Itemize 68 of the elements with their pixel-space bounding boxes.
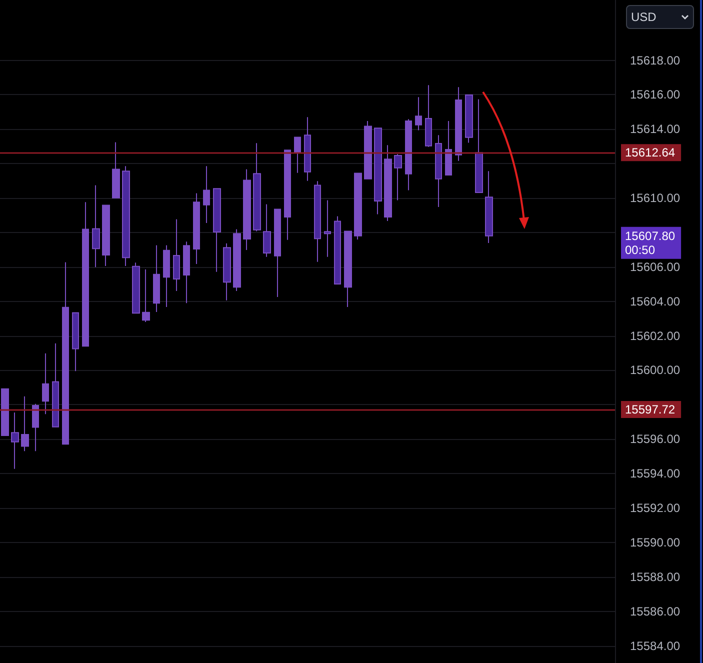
y-tick-label: 15602.00 [630,328,680,343]
candlestick [173,218,180,292]
y-tick-label: 15616.00 [630,88,680,102]
candlestick [455,86,462,162]
candlestick [475,98,483,194]
candlestick [153,244,160,313]
candlestick [344,230,352,308]
candlestick [294,136,301,174]
candlestick [193,192,200,264]
candlestick [142,268,150,323]
candlestick [92,184,100,268]
y-tick-label: 15606.00 [630,260,680,274]
candlestick [284,150,291,240]
candlestick [253,142,261,232]
y-tick-label: 15590.00 [630,535,680,550]
y-tick-label: 15600.00 [630,363,680,378]
candlestick [112,142,120,198]
candlestick [354,172,362,240]
text: 15607.80 00:50 [625,228,676,257]
candlestick [243,168,251,251]
candlestick [263,204,271,258]
candlestick [324,200,331,258]
y-tick-label: 15618.00 [630,53,680,68]
candlestick [445,120,452,176]
candlestick [304,116,311,182]
y-tick-label: 15610.00 [630,191,680,206]
candlestick [122,166,130,267]
candlestick [213,188,221,272]
candlestick [364,120,372,180]
candlestick [163,244,170,308]
y-tick-label: 15586.00 [630,604,680,618]
candlestick [42,352,49,415]
candlestick [435,134,442,208]
candlestick [415,96,422,131]
candlestick [72,312,79,372]
currency-dropdown[interactable]: USD [626,5,694,29]
y-tick-label: 15588.00 [630,570,680,584]
candlestick [32,403,39,452]
candlestick [203,166,210,224]
candlestick [82,202,89,347]
candlestick [21,396,29,452]
candlestick [485,170,493,244]
candlestick [274,208,281,298]
candlestick [334,216,341,284]
candlestick [183,241,190,304]
candlestick [425,84,432,148]
ref-line-label: 15612.64 [625,146,676,160]
ref-line-label: 15597.72 [625,402,676,417]
y-tick-label: 15592.00 [630,501,680,516]
candlestick [233,228,241,292]
candlestick [465,94,473,144]
candlestick [52,342,59,428]
candlestick [62,262,69,445]
candlestick [11,412,19,470]
y-tick-label: 15604.00 [630,294,680,308]
candlestick [102,204,110,267]
candlestick [314,180,321,262]
candlestick [384,144,392,222]
candlestick [132,262,140,314]
candlestick [394,154,402,201]
candlestick [223,242,231,301]
candlestick [405,118,412,191]
candlestick [1,388,9,436]
y-tick-label: 15584.00 [630,638,680,653]
y-tick-label: 15594.00 [630,466,680,481]
y-tick-label: 15614.00 [630,122,680,136]
candlestick [374,128,382,215]
y-tick-label: 15596.00 [630,432,680,446]
